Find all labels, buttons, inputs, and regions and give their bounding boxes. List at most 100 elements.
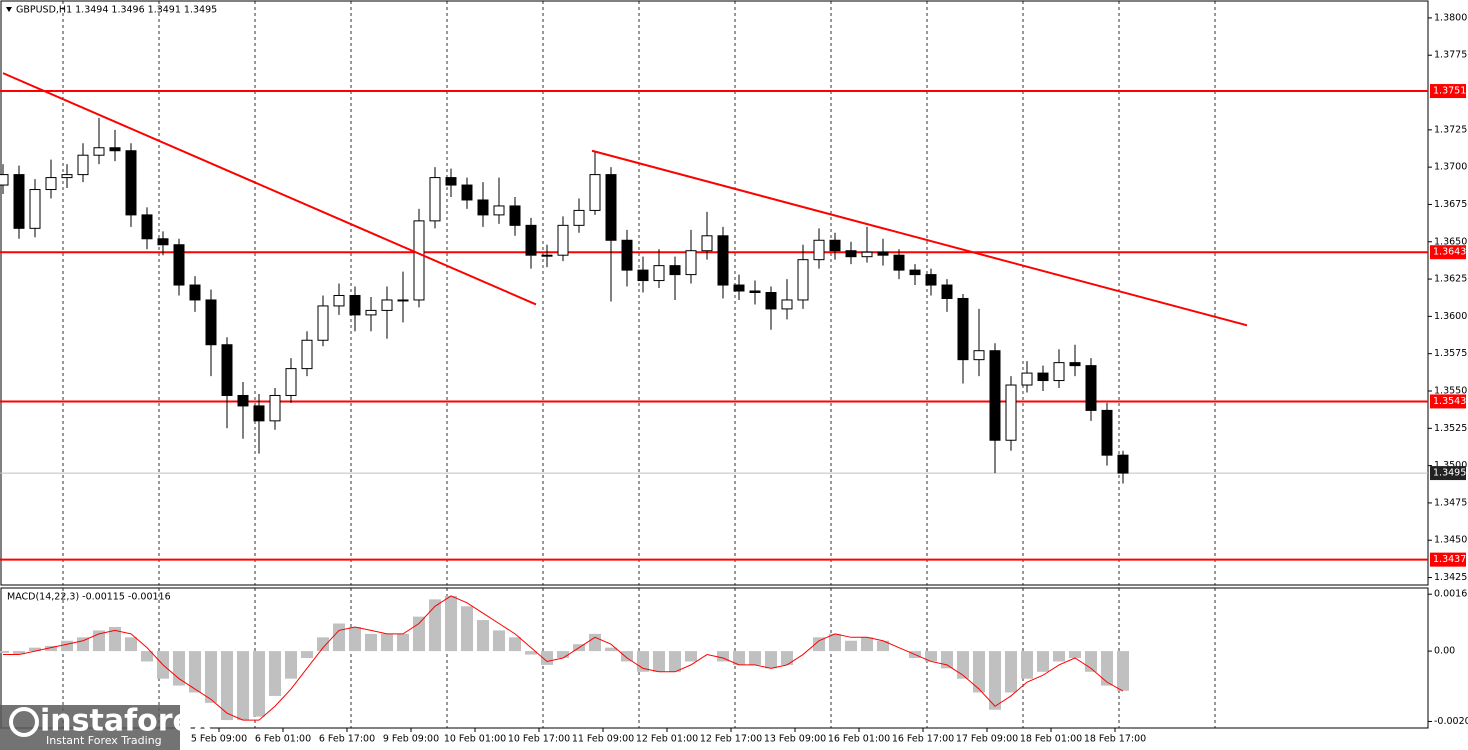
level-label: 1.3643 (1433, 247, 1466, 258)
candle-body (349, 294, 361, 316)
candle-body (845, 250, 857, 258)
candle-body (77, 154, 89, 176)
macd-bar (493, 630, 505, 652)
candle-body (781, 299, 793, 310)
candle-body (797, 259, 809, 301)
candle-body (717, 235, 729, 286)
macd-bar (1037, 651, 1049, 672)
candle-body (893, 254, 905, 271)
candle-body (413, 220, 425, 301)
macd-bar (557, 651, 569, 658)
candle-body (221, 344, 233, 396)
macd-bar (445, 595, 457, 652)
candle-body (381, 299, 393, 311)
candle-body (0, 174, 9, 186)
macd-bar (221, 651, 233, 721)
y-tick-label: 1.3775 (1434, 50, 1467, 61)
macd-bar (1101, 651, 1113, 686)
candle-body (1101, 409, 1113, 456)
y-tick-label: 1.3800 (1434, 12, 1467, 23)
candle-body (669, 265, 681, 276)
macd-bar (461, 606, 473, 652)
macd-bar (781, 651, 793, 665)
candle-body (429, 177, 441, 222)
macd-bar (141, 651, 153, 662)
x-tick-label: 10 Feb 01:00 (444, 734, 506, 745)
macd-bar (317, 637, 329, 652)
macd-bar (45, 645, 57, 652)
y-tick-label: 1.3650 (1434, 236, 1467, 247)
macd-title: MACD(14,22,3) -0.00115 -0.00116 (7, 592, 171, 603)
macd-signal (3, 595, 1124, 721)
candle-body (573, 209, 585, 226)
candle-body (317, 305, 329, 341)
macd-bar (13, 651, 25, 655)
x-tick-label: 17 Feb 09:00 (956, 734, 1018, 745)
candle-body (685, 250, 697, 276)
macd-bar (173, 651, 185, 686)
candle-body (605, 174, 617, 241)
candle-body (365, 309, 377, 316)
x-tick-label: 9 Feb 09:00 (383, 734, 439, 745)
macd-bar (301, 651, 313, 658)
candle-body (157, 238, 169, 246)
x-tick-label: 18 Feb 01:00 (1020, 734, 1082, 745)
y-tick-label: 1.3625 (1434, 274, 1467, 285)
candle-body (733, 284, 745, 292)
macd-bar (1021, 651, 1033, 679)
candle-body (701, 235, 713, 252)
candle-body (477, 199, 489, 216)
candle-body (765, 292, 777, 310)
candle-body (397, 299, 409, 302)
y-tick-label: -0.00204 (1434, 716, 1468, 727)
candle-body (973, 350, 985, 361)
macd-bar (845, 640, 857, 652)
macd-bar (989, 651, 1001, 710)
macd-bar (765, 651, 777, 669)
candle-body (1053, 362, 1065, 382)
y-tick-label: 1.3525 (1434, 423, 1467, 434)
x-tick-label: 11 Feb 09:00 (572, 734, 634, 745)
chart-title: GBPUSD,H1 1.3494 1.3496 1.3491 1.3495 (16, 5, 217, 16)
y-tick-label: 1.3500 (1434, 460, 1467, 471)
candle-body (301, 339, 313, 370)
macd-bar (1069, 651, 1081, 658)
macd-bar (397, 633, 409, 652)
candle-body (957, 297, 969, 361)
candle-body (29, 189, 41, 229)
trend-line (591, 149, 1248, 327)
macd-bar (749, 651, 761, 665)
candle-body (941, 284, 953, 299)
candle-body (813, 239, 825, 261)
y-tick-label: 1.3675 (1434, 199, 1467, 210)
level-box (1430, 394, 1466, 409)
macd-bar (829, 633, 841, 652)
macd-bar (413, 616, 425, 652)
macd-bar (509, 637, 521, 652)
candle-body (461, 184, 473, 201)
y-tick-label: 0.00165 (1434, 589, 1468, 600)
candle-body (637, 269, 649, 282)
macd-bar (957, 651, 969, 679)
macd-bar (237, 651, 249, 721)
x-tick-label: 5 Feb 09:00 (191, 734, 247, 745)
macd-bar (733, 651, 745, 665)
candle-body (829, 239, 841, 252)
macd-bar (61, 640, 73, 652)
macd-bar (381, 633, 393, 652)
candle-body (541, 254, 553, 257)
macd-bar (669, 651, 681, 672)
x-tick-label: 16 Feb 01:00 (828, 734, 890, 745)
macd-bar (941, 651, 953, 669)
level-label: 1.3437 (1433, 554, 1466, 565)
macd-bar (973, 651, 985, 693)
macd-panel (0, 587, 1429, 729)
macd-bar (525, 651, 537, 655)
candle-body (925, 274, 937, 286)
macd-bar (861, 637, 873, 652)
candle-body (653, 265, 665, 282)
candle-body (93, 147, 105, 156)
candle-body (989, 350, 1001, 441)
